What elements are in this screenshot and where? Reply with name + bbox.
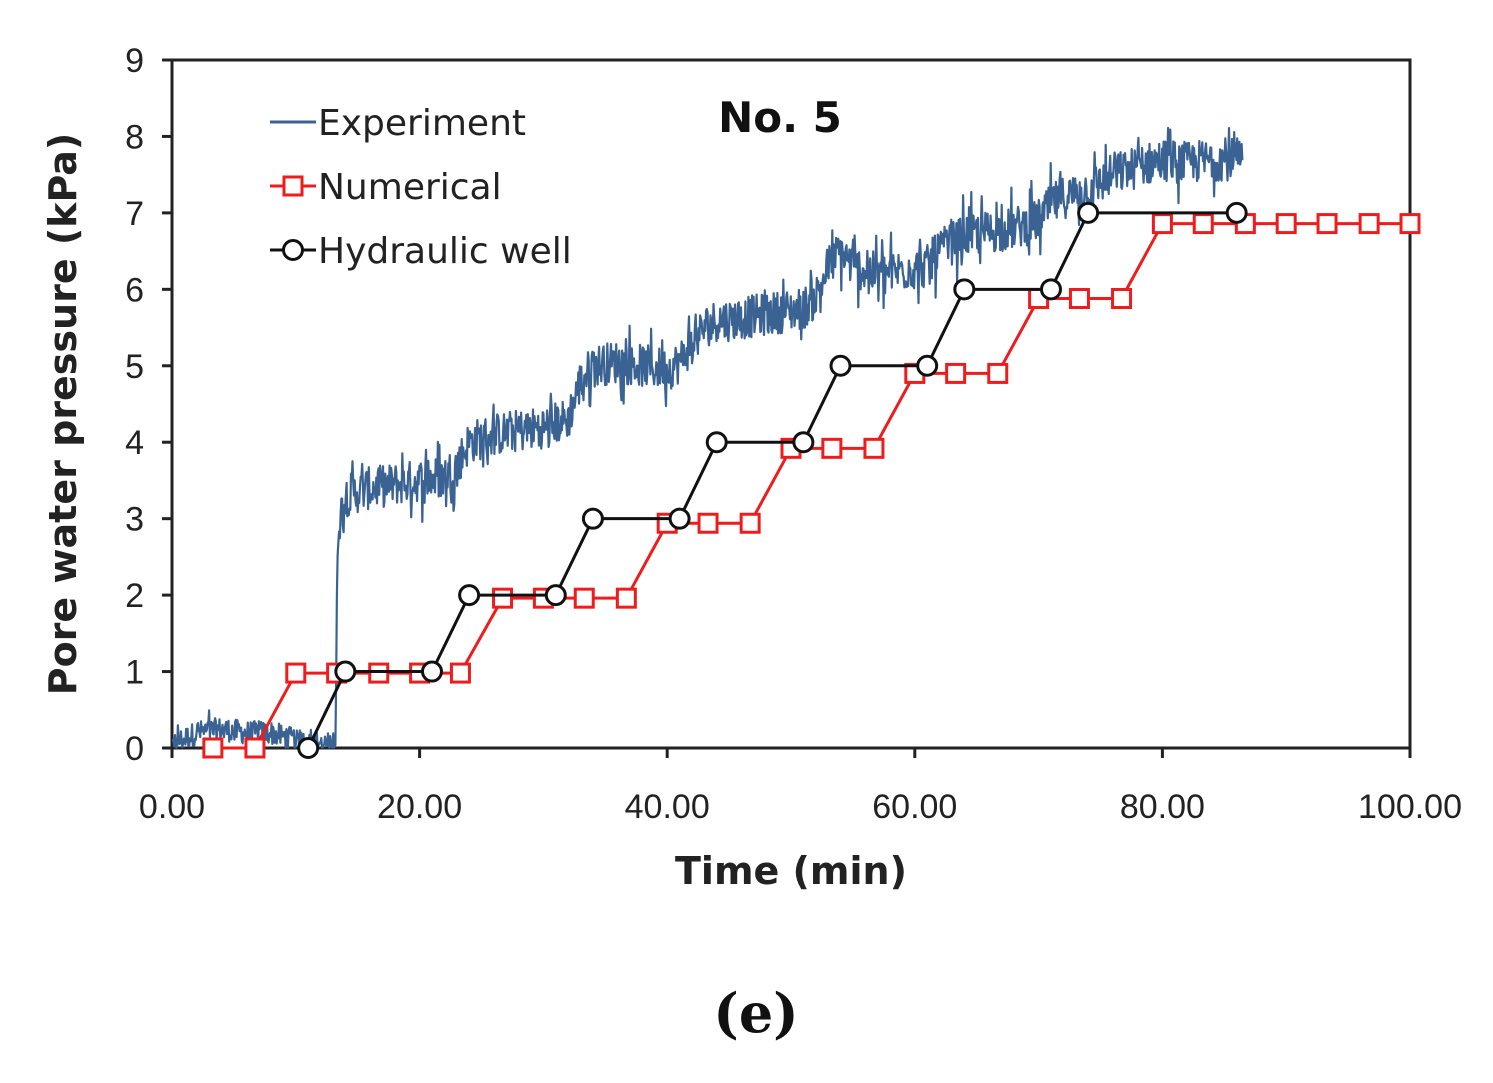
hydraulic-well-point (1077, 201, 1100, 224)
y-tick-label: 6 (125, 271, 144, 309)
numerical-point (285, 662, 307, 684)
series-layer (171, 126, 1421, 759)
y-axis: 0 1 2 3 4 5 6 7 8 9 (125, 42, 172, 768)
numerical-point (615, 587, 637, 609)
y-tick-label: 0 (125, 730, 144, 768)
numerical-point (1358, 213, 1380, 235)
hydraulic-well-point (829, 354, 852, 377)
hydraulic-well-point (916, 354, 939, 377)
numerical-point (1275, 213, 1297, 235)
x-tick-label: 80.00 (1120, 788, 1205, 826)
y-tick-label: 4 (125, 424, 144, 462)
hydraulic-well-point (1225, 201, 1248, 224)
hydraulic-well-point (705, 431, 728, 454)
hydraulic-well-point (668, 507, 691, 530)
x-tick-label: 60.00 (872, 788, 957, 826)
x-tick-label: 20.00 (377, 788, 462, 826)
hydraulic-well-point (334, 660, 357, 683)
y-tick-label: 7 (125, 195, 144, 233)
numerical-point (1151, 213, 1173, 235)
hydraulic-well-point (1039, 278, 1062, 301)
legend-marker-hydraulic-well (282, 239, 304, 261)
numerical-point (863, 437, 885, 459)
plot-frame (170, 58, 1412, 750)
y-tick-label: 9 (125, 42, 144, 80)
x-axis-title: Time (min) (675, 849, 907, 893)
chart-annotation: No. 5 (718, 93, 842, 142)
numerical-point (1192, 213, 1214, 235)
hydraulic-well-point (544, 584, 567, 607)
x-tick-label: 100.00 (1358, 788, 1462, 826)
legend-label-hydraulic-well: Hydraulic well (318, 231, 572, 272)
hydraulic-well-point (792, 431, 815, 454)
legend-marker-numerical (282, 175, 304, 197)
numerical-point (987, 362, 1009, 384)
y-tick-label: 3 (125, 501, 144, 539)
y-axis-title: Pore water pressure (kPa) (41, 133, 85, 696)
numerical-point (945, 362, 967, 384)
numerical-point (1111, 288, 1133, 310)
y-tick-label: 2 (125, 577, 144, 615)
legend: Experiment Numerical Hydraulic well (270, 103, 572, 272)
legend-label-experiment: Experiment (318, 103, 526, 144)
hydraulic-well-point (420, 660, 443, 683)
numerical-point (739, 512, 761, 534)
y-tick-label: 8 (125, 118, 144, 156)
plot-area (170, 58, 1421, 759)
y-tick-label: 1 (125, 654, 144, 692)
series-line-experiment (171, 126, 1244, 749)
numerical-point (1399, 213, 1421, 235)
hydraulic-well-point (581, 507, 604, 530)
hydraulic-well-point (458, 584, 481, 607)
numerical-point (449, 662, 471, 684)
numerical-point (573, 587, 595, 609)
numerical-point (244, 737, 266, 759)
numerical-point (492, 587, 514, 609)
x-tick-label: 0.00 (139, 788, 205, 826)
hydraulic-well-point (297, 737, 320, 759)
numerical-point (821, 437, 843, 459)
figure-caption: (e) (713, 981, 798, 1045)
numerical-point (1068, 288, 1090, 310)
x-axis: 0.00 20.00 40.00 60.00 80.00 100.00 (139, 748, 1462, 826)
hydraulic-well-point (953, 278, 976, 301)
numerical-point (697, 512, 719, 534)
x-tick-label: 40.00 (625, 788, 710, 826)
y-tick-label: 5 (125, 348, 144, 386)
numerical-point (368, 662, 390, 684)
numerical-point (1316, 213, 1338, 235)
legend-label-numerical: Numerical (318, 167, 502, 208)
numerical-point (202, 737, 224, 759)
